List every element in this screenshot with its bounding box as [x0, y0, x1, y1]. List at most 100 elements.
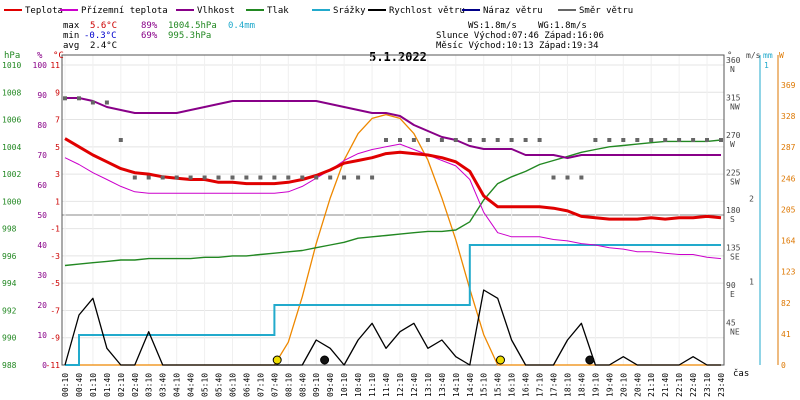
- axes: hPa% °C1010100810061004100210009989969949…: [2, 51, 796, 397]
- wind-dir-point-16: [286, 175, 291, 180]
- series-pressure-line: [64, 139, 722, 267]
- hpa-tick-6: 998: [2, 225, 17, 234]
- dir-tick-deg-6: 90: [726, 281, 736, 290]
- wind-dir-point-32: [509, 138, 514, 142]
- wind-dir-point-20: [342, 175, 347, 180]
- x-tick-2: 01:10: [89, 373, 98, 397]
- x-tick-38: 19:10: [591, 373, 600, 397]
- x-tick-36: 18:10: [563, 373, 572, 397]
- wind-dir-point-43: [663, 138, 668, 142]
- wind-dir-point-19: [328, 175, 333, 180]
- wind-dir-point-11: [216, 175, 221, 180]
- wind-dir-point-41: [635, 138, 640, 142]
- x-tick-9: 04:40: [187, 373, 196, 397]
- moon-times: Měsíc Východ:10:13 Západ:19:34: [436, 41, 599, 51]
- wind-dir-point-25: [411, 138, 416, 142]
- x-tick-8: 04:10: [173, 373, 182, 397]
- dir-tick-name-6: E: [730, 290, 735, 299]
- x-tick-37: 18:40: [577, 373, 586, 397]
- x-tick-32: 16:10: [508, 373, 517, 397]
- wind-dir-point-26: [425, 138, 430, 142]
- x-tick-42: 21:10: [647, 373, 656, 397]
- x-tick-30: 15:10: [480, 373, 489, 397]
- stat-min-label: min: [63, 31, 79, 41]
- x-tick-19: 09:40: [326, 373, 335, 397]
- w-tick-9: 0: [781, 361, 786, 370]
- wind-dir-point-14: [258, 175, 263, 180]
- x-tick-47: 23:40: [717, 373, 726, 397]
- stat-max-press: 1004.5hPa: [168, 21, 217, 31]
- wind-dir-point-27: [439, 138, 444, 142]
- stat-avg-temp: 2.4°C: [90, 41, 117, 51]
- moon-marker-1: [585, 355, 595, 365]
- wind-dir-point-8: [174, 175, 179, 180]
- sun-marker-0: [272, 355, 282, 365]
- hpa-tick-0: 1010: [2, 61, 21, 70]
- pct-tick-7: 30: [37, 271, 47, 280]
- x-tick-45: 22:40: [689, 373, 698, 397]
- dir-tick-deg-7: 45: [726, 319, 736, 328]
- dir-tick-deg-4: 180: [726, 206, 741, 215]
- hpa-tick-1: 1008: [2, 88, 21, 97]
- dir-tick-name-2: W: [730, 140, 735, 149]
- wind-dir-point-9: [188, 175, 193, 180]
- temp-tick-3: 5: [55, 143, 60, 152]
- hpa-tick-2: 1006: [2, 116, 21, 125]
- stat-min-press: 995.3hPa: [168, 31, 211, 41]
- x-tick-25: 12:40: [410, 373, 419, 397]
- wind-dir-point-35: [551, 175, 556, 180]
- series-humidity-line: [65, 97, 721, 159]
- stat-max-rain: 0.4mm: [228, 21, 255, 31]
- x-tick-34: 17:10: [536, 373, 545, 397]
- wind-dir-point-29: [467, 138, 472, 142]
- series-wind-line: [64, 289, 721, 366]
- dir-tick-name-1: NW: [730, 103, 740, 112]
- temp-tick-11: -11: [46, 361, 61, 370]
- legend-label-4: Srážky: [333, 6, 366, 16]
- sun-times: Slunce Východ:07:46 Západ:16:06: [436, 31, 604, 41]
- axis-mm-unit: mm: [763, 51, 773, 60]
- hpa-tick-10: 990: [2, 334, 17, 343]
- series-temp-line: [64, 137, 722, 221]
- wind-dir-point-2: [90, 100, 95, 105]
- dir-tick-deg-5: 135: [726, 244, 741, 253]
- axis-ms-unit: m/s: [746, 51, 761, 60]
- temp-tick-9: -7: [50, 306, 60, 315]
- wind-dir-point-0: [63, 96, 67, 101]
- hpa-tick-9: 992: [2, 306, 17, 315]
- wind-dir-point-22: [370, 175, 375, 180]
- series-rain-line: [65, 244, 721, 366]
- dir-tick-name-5: SE: [730, 253, 740, 262]
- x-tick-28: 14:10: [452, 373, 461, 397]
- x-tick-10: 05:10: [201, 373, 210, 397]
- x-tick-46: 23:10: [703, 373, 712, 397]
- stat-max-temp: 5.6°C: [90, 21, 117, 31]
- w-tick-7: 82: [781, 299, 791, 308]
- wind-dir-point-37: [579, 175, 584, 180]
- legend-label-3: Tlak: [267, 6, 289, 16]
- pct-tick-10: 0: [42, 361, 47, 370]
- pct-tick-2: 80: [37, 121, 47, 130]
- x-tick-16: 08:10: [284, 373, 293, 397]
- temp-tick-4: 3: [55, 170, 60, 179]
- axis-dir-unit: °: [727, 51, 732, 61]
- x-tick-13: 06:40: [242, 373, 251, 397]
- wind-dir-point-38: [593, 138, 598, 142]
- x-tick-41: 20:40: [633, 373, 642, 397]
- pct-tick-0: 100: [33, 61, 48, 70]
- w-tick-6: 123: [781, 268, 796, 277]
- hpa-tick-7: 996: [2, 252, 17, 261]
- series-group: [63, 96, 723, 366]
- hpa-tick-11: 988: [2, 361, 17, 370]
- pct-tick-3: 70: [37, 151, 47, 160]
- wind-wg: WG:1.8m/s: [538, 21, 587, 31]
- legend-label-2: Vlhkost: [197, 6, 235, 16]
- stat-min-temp: -0.3°C: [84, 31, 117, 41]
- x-tick-24: 12:10: [396, 373, 405, 397]
- wind-dir-point-39: [607, 138, 612, 142]
- hpa-tick-8: 994: [2, 279, 17, 288]
- temp-tick-10: -9: [50, 334, 60, 343]
- wind-dir-point-5: [132, 175, 137, 180]
- temp-tick-8: -5: [50, 279, 60, 288]
- legend-label-5: Rychlost větru: [389, 6, 465, 16]
